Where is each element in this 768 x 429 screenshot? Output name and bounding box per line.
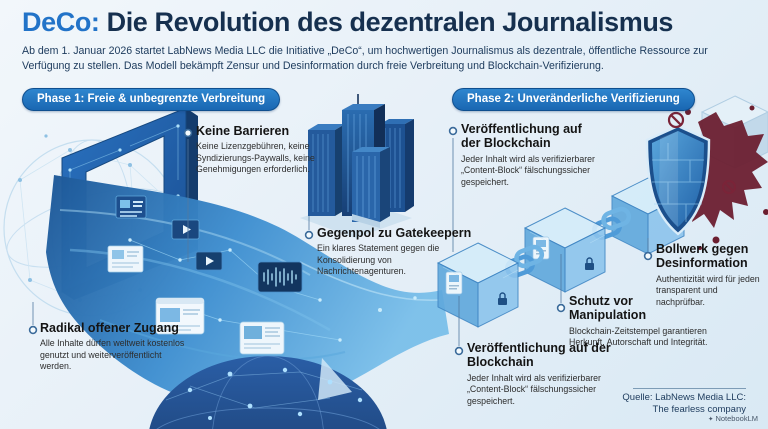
- label-title: Schutz vor Manipulation: [569, 294, 647, 323]
- article-card-icon: [107, 245, 144, 273]
- label-title: Radikal offener Zugang: [40, 321, 179, 335]
- network-globe-icon: [149, 355, 387, 429]
- news-card-icon: [239, 321, 285, 355]
- blockchain-cubes-icon: [436, 177, 686, 328]
- label-schutz-vor-manipulation: Schutz vor Manipulation Blockchain-Zeits…: [569, 294, 709, 349]
- browser-card-icon: [155, 297, 205, 335]
- label-body: Jeder Inhalt wird als verifizierbarer „C…: [467, 372, 601, 406]
- label-keine-barrieren: Keine Barrieren Keine Lizenzgebühren, ke…: [196, 124, 322, 176]
- page-title: DeCo: Die Revolution des dezentralen Jou…: [22, 7, 673, 38]
- label-body: Blockchain-Zeitstempel garantieren Herku…: [569, 325, 708, 348]
- label-body: Keine Lizenzgebühren, keine Syndizierung…: [196, 141, 315, 175]
- label-body: Authentizität wird für jeden transparent…: [656, 273, 760, 307]
- title-brand: DeCo:: [22, 7, 100, 37]
- source-credit: Quelle: LabNews Media LLC: The fearless …: [622, 392, 746, 417]
- prohibition-icon: [667, 111, 685, 129]
- label-title: Keine Barrieren: [196, 124, 290, 138]
- source-divider: [633, 388, 746, 389]
- content-cards-icon: [107, 195, 303, 355]
- video-card-icon: [171, 219, 200, 240]
- city-buildings-icon: [300, 94, 414, 238]
- notebooklm-watermark: ✦ NotebookLM: [708, 414, 758, 423]
- shield-icon: [645, 124, 711, 236]
- label-bollwerk-desinformation: Bollwerk gegen Desinformation Authentizi…: [656, 242, 768, 308]
- audio-card-icon: [257, 261, 303, 293]
- label-body: Jeder Inhalt wird als verifizierbarer „C…: [461, 153, 595, 187]
- video-card-icon: [195, 251, 223, 271]
- label-gegenpol-gatekeeper: Gegenpol zu Gatekeepern Ein klares State…: [317, 226, 475, 278]
- notebooklm-logo-icon: ✦: [708, 415, 714, 423]
- lock-icon: [498, 292, 507, 305]
- watermark-label: NotebookLM: [715, 414, 758, 423]
- label-radikal-offener-zugang: Radikal offener Zugang Alle Inhalte dürf…: [40, 321, 188, 373]
- label-title: Bollwerk gegen Desinformation: [656, 242, 749, 271]
- connector-dots: [28, 126, 653, 356]
- blockchain-cube-icon: [523, 207, 607, 293]
- label-title: Veröffentlichung auf der Blockchain: [461, 122, 582, 151]
- label-title: Gegenpol zu Gatekeepern: [317, 226, 472, 240]
- tower-icon: [352, 147, 390, 228]
- label-title: Veröffentlichung auf der Blockchain: [467, 341, 611, 370]
- label-body: Ein klares Statement gegen die Konsolidi…: [317, 243, 440, 277]
- lock-icon: [585, 257, 594, 270]
- phase1-badge: Phase 1: Freie & unbegrenzte Verbreitung: [22, 88, 281, 111]
- source-line1: Quelle: LabNews Media LLC:: [622, 392, 746, 403]
- connector-lines: [32, 138, 649, 346]
- title-rest: Die Revolution des dezentralen Journalis…: [99, 7, 674, 37]
- label-body: Alle Inhalte dürfen weltweit kostenlos g…: [40, 338, 185, 372]
- source-line2: The fearless company: [652, 404, 746, 416]
- prohibition-icon: [722, 180, 736, 194]
- article-card-icon: [115, 195, 147, 219]
- label-veroeffentlichung-blockchain-2: Veröffentlichung auf der Blockchain Jede…: [467, 341, 619, 407]
- phase2-badge: Phase 2: Unveränderliche Verifizierung: [452, 88, 695, 111]
- label-veroeffentlichung-blockchain-1: Veröffentlichung auf der Blockchain Jede…: [461, 122, 599, 188]
- intro-paragraph: Ab dem 1. Januar 2026 startet LabNews Me…: [22, 45, 708, 73]
- blockchain-cube-icon: [436, 242, 520, 328]
